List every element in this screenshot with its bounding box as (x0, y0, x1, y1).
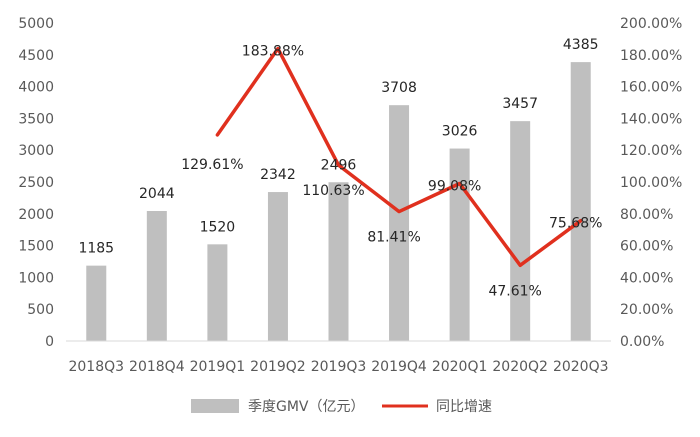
x-axis-tick-label: 2019Q3 (311, 359, 367, 375)
right-axis-tick-label: 160.00% (620, 80, 682, 96)
left-axis-tick-label: 1000 (18, 270, 54, 286)
right-axis-tick-label: 140.00% (620, 111, 682, 127)
gmv-bar-label: 4385 (563, 37, 599, 53)
x-axis-tick-label: 2019Q4 (371, 359, 427, 375)
growth-line-label: 99.08% (428, 178, 481, 194)
growth-line-label: 81.41% (367, 230, 420, 246)
growth-line (215, 46, 583, 268)
legend-label-line: 同比增速 (436, 399, 492, 415)
gmv-bar (86, 265, 107, 341)
legend-label-bar: 季度GMV（亿元） (248, 399, 365, 415)
gmv-bar-label: 2342 (260, 167, 296, 183)
left-axis-tick-label: 500 (27, 302, 54, 318)
gmv-bar-label: 1520 (200, 219, 236, 235)
gmv-bar (207, 244, 228, 341)
x-axis-tick-label: 2018Q3 (68, 359, 124, 375)
gmv-bar-label: 2044 (139, 186, 175, 202)
gmv-bar-label: 3457 (502, 96, 538, 112)
left-axis-tick-label: 2000 (18, 207, 54, 223)
gmv-bars (86, 62, 591, 341)
x-axis-tick-labels: 2018Q3 2018Q4 2019Q1 2019Q2 2019Q3 2019Q4 2020… (68, 359, 608, 375)
growth-line-labels: 129.61% 183.88% 110.63% 81.41% 99.08% 47.61% 7… (181, 44, 602, 300)
left-axis-tick-label: 1500 (18, 239, 54, 255)
left-axis-tick-label: 3500 (18, 111, 54, 127)
gmv-bar (389, 105, 410, 341)
right-axis-tick-label: 0.00% (620, 334, 664, 350)
right-axis-tick-label: 80.00% (620, 207, 673, 223)
growth-line-series (215, 46, 583, 268)
right-axis-tick-label: 20.00% (620, 302, 673, 318)
gmv-bar (328, 182, 349, 341)
gmv-bar-label: 3026 (442, 124, 478, 140)
gmv-bar (146, 211, 167, 341)
gmv-bar (510, 121, 531, 341)
x-axis-tick-label: 2020Q2 (492, 359, 548, 375)
right-axis-tick-label: 120.00% (620, 143, 682, 159)
gmv-bar-label: 2496 (321, 157, 357, 173)
right-axis-tick-label: 100.00% (620, 175, 682, 191)
growth-line-label: 75.68% (549, 216, 602, 232)
x-axis-tick-label: 2019Q2 (250, 359, 306, 375)
right-axis-tick-label: 180.00% (620, 48, 682, 64)
growth-line-label: 129.61% (181, 157, 243, 173)
left-axis-tick-label: 4000 (18, 80, 54, 96)
legend: 季度GMV（亿元） 同比增速 (191, 399, 492, 415)
growth-line-label: 47.61% (488, 283, 541, 299)
growth-line-label: 183.88% (242, 44, 304, 60)
legend-swatch-bar (191, 399, 239, 413)
gmv-bar-label: 1185 (78, 241, 114, 257)
x-axis-tick-label: 2018Q4 (129, 359, 185, 375)
left-axis-tick-labels: 0 500 1000 1500 2000 2500 3000 3500 4000 4500 5000 (18, 16, 54, 350)
growth-line-label: 110.63% (302, 183, 364, 199)
gmv-bar (267, 192, 288, 341)
right-axis-tick-label: 200.00% (620, 16, 682, 32)
gmv-bar-labels: 1185 2044 1520 2342 2496 3708 3026 3457 4385 (78, 37, 598, 257)
left-axis-tick-label: 0 (45, 334, 54, 350)
gmv-bar (570, 62, 591, 341)
right-axis-tick-labels: 0.00% 20.00% 40.00% 60.00% 80.00% 100.00% 120.… (620, 16, 682, 350)
left-axis-tick-label: 2500 (18, 175, 54, 191)
x-axis-tick-label: 2020Q1 (432, 359, 488, 375)
x-axis-tick-label: 2019Q1 (190, 359, 246, 375)
left-axis-tick-label: 5000 (18, 16, 54, 32)
x-axis-tick-label: 2020Q3 (553, 359, 609, 375)
left-axis-tick-label: 3000 (18, 143, 54, 159)
left-axis-tick-label: 4500 (18, 48, 54, 64)
gmv-bar-label: 3708 (381, 80, 417, 96)
gmv-bar (449, 148, 470, 341)
right-axis-tick-label: 40.00% (620, 270, 673, 286)
right-axis-tick-label: 60.00% (620, 239, 673, 255)
